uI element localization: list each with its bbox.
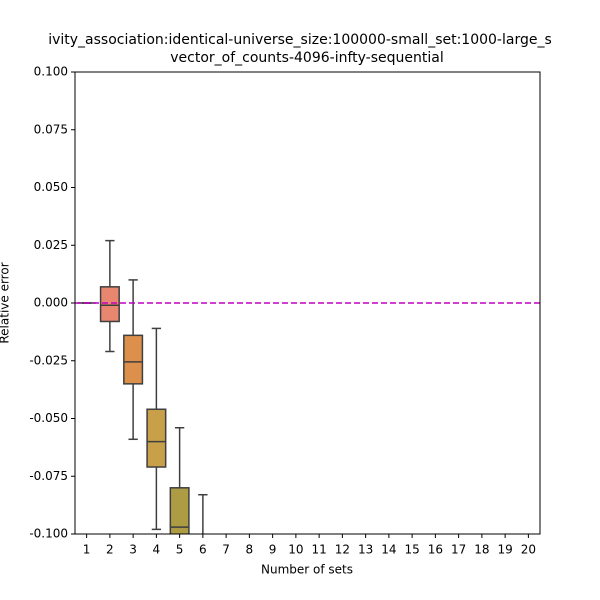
- x-tick-label: 4: [153, 543, 161, 557]
- x-tick-label: 10: [288, 543, 303, 557]
- x-tick-label: 7: [222, 543, 230, 557]
- y-tick-label: 0.100: [34, 65, 68, 79]
- x-tick-label: 1: [83, 543, 91, 557]
- x-tick-label: 20: [521, 543, 536, 557]
- box: [146, 408, 167, 468]
- box: [169, 487, 190, 534]
- x-tick-label: 13: [358, 543, 373, 557]
- y-tick-label: -0.075: [29, 469, 68, 483]
- x-tick-label: 18: [474, 543, 489, 557]
- y-tick-label: 0.025: [34, 238, 68, 252]
- x-tick-label: 14: [381, 543, 396, 557]
- x-axis-label: Number of sets: [261, 563, 353, 577]
- x-tick-label: 6: [199, 543, 207, 557]
- x-tick-label: 9: [269, 543, 277, 557]
- y-tick-label: -0.025: [29, 353, 68, 367]
- x-tick-label: 17: [451, 543, 466, 557]
- x-tick-label: 12: [335, 543, 350, 557]
- y-tick-label: 0.050: [34, 180, 68, 194]
- y-axis-label: Relative error: [0, 262, 12, 343]
- x-tick-label: 16: [428, 543, 443, 557]
- y-tick-label: -0.100: [29, 527, 68, 541]
- y-tick-label: -0.050: [29, 411, 68, 425]
- y-tick-label: 0.075: [34, 122, 68, 136]
- x-tick-label: 15: [404, 543, 419, 557]
- chart-title: ivity_association:identical-universe_siz…: [48, 32, 552, 48]
- box: [99, 286, 120, 323]
- y-tick-label: 0.000: [34, 296, 68, 310]
- x-tick-label: 5: [176, 543, 184, 557]
- plot-area: [75, 239, 540, 534]
- x-tick-label: 11: [311, 543, 326, 557]
- chart-subtitle: vector_of_counts-4096-infty-sequential: [170, 50, 443, 66]
- x-tick-label: 19: [497, 543, 512, 557]
- x-tick-label: 2: [106, 543, 114, 557]
- x-tick-label: 8: [246, 543, 254, 557]
- box: [123, 334, 144, 385]
- x-tick-label: 3: [129, 543, 137, 557]
